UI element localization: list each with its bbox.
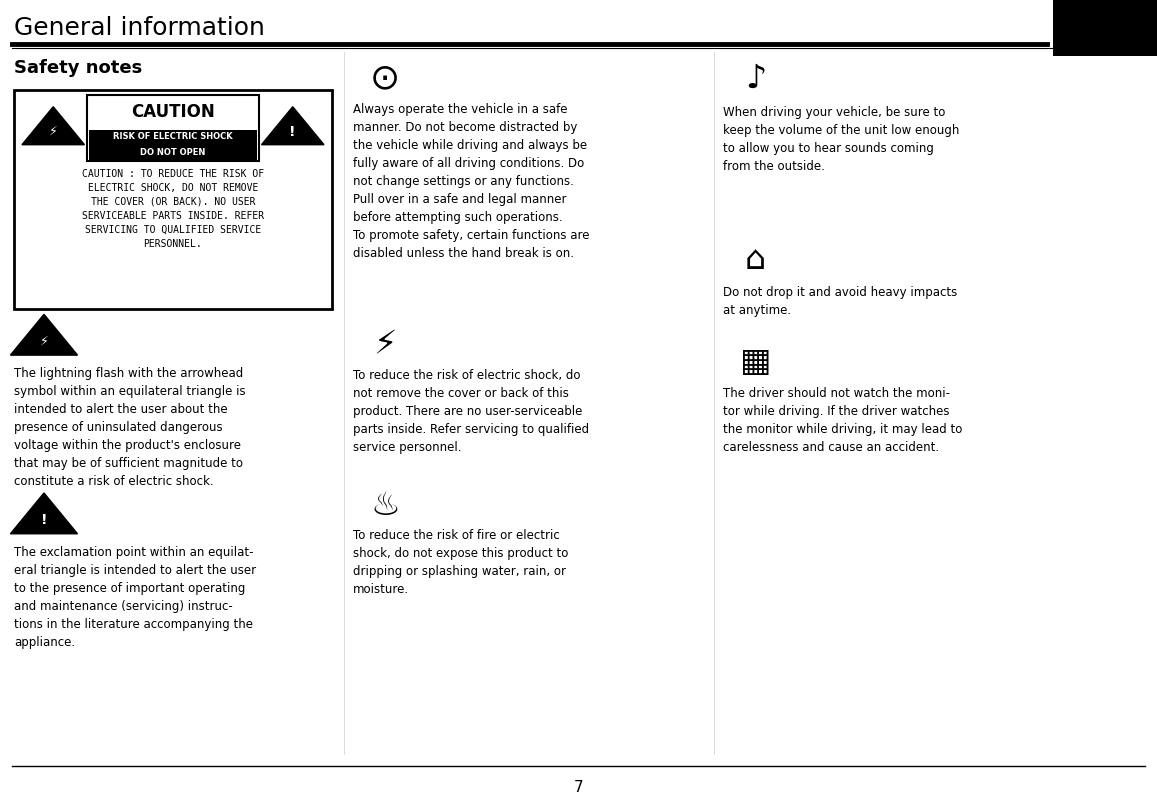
FancyBboxPatch shape	[14, 91, 332, 310]
Text: To reduce the risk of fire or electric
shock, do not expose this product to
drip: To reduce the risk of fire or electric s…	[353, 529, 568, 596]
Text: CAUTION : TO REDUCE THE RISK OF
ELECTRIC SHOCK, DO NOT REMOVE
THE COVER (OR BACK: CAUTION : TO REDUCE THE RISK OF ELECTRIC…	[82, 169, 264, 248]
Text: Always operate the vehicle in a safe
manner. Do not become distracted by
the veh: Always operate the vehicle in a safe man…	[353, 103, 589, 260]
Text: ⚡: ⚡	[374, 328, 397, 360]
Text: Do not drop it and avoid heavy impacts
at anytime.: Do not drop it and avoid heavy impacts a…	[723, 285, 957, 316]
Text: ▦: ▦	[739, 345, 772, 377]
Text: The driver should not watch the moni-
tor while driving. If the driver watches
t: The driver should not watch the moni- to…	[723, 387, 963, 454]
Text: ♪: ♪	[745, 62, 766, 94]
Polygon shape	[22, 108, 84, 145]
Text: The lightning flash with the arrowhead
symbol within an equilateral triangle is
: The lightning flash with the arrowhead s…	[14, 367, 245, 487]
Text: !: !	[40, 512, 47, 526]
Text: ⊙: ⊙	[370, 61, 400, 95]
Text: 7: 7	[574, 779, 583, 794]
Text: To reduce the risk of electric shock, do
not remove the cover or back of this
pr: To reduce the risk of electric shock, do…	[353, 368, 589, 453]
FancyBboxPatch shape	[89, 131, 257, 161]
FancyBboxPatch shape	[1053, 0, 1157, 57]
Text: !: !	[289, 124, 296, 139]
Text: ⚡: ⚡	[49, 125, 58, 138]
FancyBboxPatch shape	[87, 96, 259, 162]
Polygon shape	[10, 493, 78, 534]
Text: When driving your vehicle, be sure to
keep the volume of the unit low enough
to : When driving your vehicle, be sure to ke…	[723, 105, 959, 173]
Text: ⚡: ⚡	[39, 334, 49, 347]
Text: DO NOT OPEN: DO NOT OPEN	[140, 148, 206, 157]
Text: CAUTION: CAUTION	[131, 103, 215, 122]
Text: The exclamation point within an equilat-
eral triangle is intended to alert the : The exclamation point within an equilat-…	[14, 545, 256, 648]
Text: ⌂: ⌂	[745, 243, 766, 276]
Polygon shape	[261, 108, 324, 145]
Text: Safety notes: Safety notes	[14, 59, 142, 77]
Text: ♨: ♨	[370, 488, 400, 521]
Text: RISK OF ELECTRIC SHOCK: RISK OF ELECTRIC SHOCK	[113, 131, 233, 140]
Text: General information: General information	[14, 16, 265, 41]
Polygon shape	[10, 315, 78, 356]
